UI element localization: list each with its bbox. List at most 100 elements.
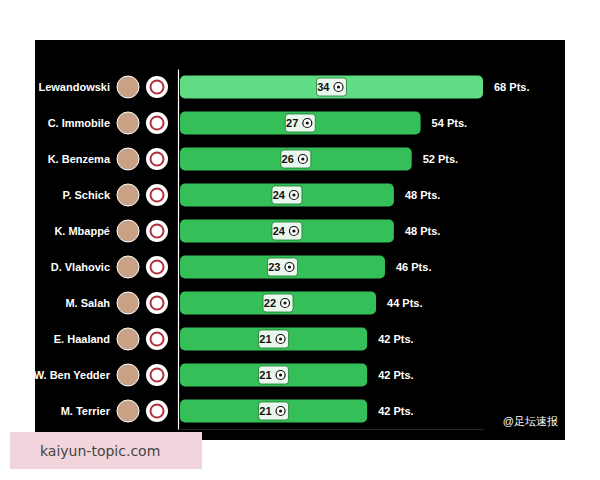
player-photo xyxy=(117,76,139,98)
ball-icon xyxy=(276,371,285,380)
y-axis-line xyxy=(178,70,179,430)
points-labels: 68 Pts.54 Pts.52 Pts.48 Pts.48 Pts.46 Pt… xyxy=(378,81,529,417)
tick-label: W. Ben Yedder xyxy=(34,369,111,381)
label-box xyxy=(281,150,311,168)
points-label: 46 Pts. xyxy=(396,261,431,273)
ball-icon-center xyxy=(337,85,340,88)
club-badge-mark xyxy=(151,81,164,94)
label-box xyxy=(259,330,289,348)
tick-label: E. Haaland xyxy=(54,333,110,345)
bar xyxy=(180,363,367,386)
ball-icon-center xyxy=(283,301,286,304)
bar xyxy=(180,327,367,350)
data-label: 21 xyxy=(259,333,271,345)
ball-icon xyxy=(334,83,343,92)
tick-label: K. Benzema xyxy=(48,153,111,165)
tick: M. Salah xyxy=(65,297,110,309)
label-box xyxy=(263,294,293,312)
label-box xyxy=(259,366,289,384)
bar xyxy=(180,111,421,134)
club-badge-mark xyxy=(151,261,164,274)
tick-label: M. Terrier xyxy=(61,405,111,417)
ball-icon xyxy=(298,155,307,164)
tick-label: M. Salah xyxy=(65,297,110,309)
ball-icon xyxy=(281,299,290,308)
points-label: 44 Pts. xyxy=(387,297,422,309)
ball-icon-center xyxy=(288,265,291,268)
player-photo xyxy=(117,148,139,170)
points-label: 48 Pts. xyxy=(405,225,440,237)
tick-label: C. Immobile xyxy=(48,117,110,129)
ball-icon-center xyxy=(279,337,282,340)
label-box xyxy=(272,222,302,240)
points-label: 42 Pts. xyxy=(378,369,413,381)
data-label: 24 xyxy=(273,189,286,201)
data-label: 34 xyxy=(317,81,330,93)
tick-label: D. Vlahovic xyxy=(51,261,110,273)
club-badge-mark xyxy=(151,297,164,310)
club-badge xyxy=(146,220,168,242)
data-label: 27 xyxy=(286,117,298,129)
bar xyxy=(180,147,412,170)
bars xyxy=(180,75,483,422)
club-badge xyxy=(146,148,168,170)
bar xyxy=(180,183,394,206)
tick-label: K. Mbappé xyxy=(54,225,110,237)
ball-icon xyxy=(289,227,298,236)
points-label: 48 Pts. xyxy=(405,189,440,201)
player-photo xyxy=(117,112,139,134)
tick: K. Benzema xyxy=(48,153,111,165)
ball-icon-center xyxy=(306,121,309,124)
bar xyxy=(180,291,376,314)
ball-icon-center xyxy=(301,157,304,160)
ball-icon xyxy=(289,191,298,200)
x-axis xyxy=(181,429,484,430)
data-label: 22 xyxy=(264,297,276,309)
player-photo xyxy=(117,364,139,386)
y-axis: R. Lewandowski C. Immobile K. Benzema P. Sc… xyxy=(24,70,178,430)
ball-icon-center xyxy=(292,193,295,196)
club-badge xyxy=(146,112,168,134)
label-box xyxy=(272,186,302,204)
player-photo xyxy=(117,220,139,242)
bar xyxy=(180,399,367,422)
x-axis-line xyxy=(181,429,484,430)
ball-icon xyxy=(276,335,285,344)
club-badge xyxy=(146,184,168,206)
club-badge-mark xyxy=(151,225,164,238)
club-badge-mark xyxy=(151,117,164,130)
points-label: 42 Pts. xyxy=(378,405,413,417)
watermark: kaiyun-topic.com xyxy=(40,443,160,459)
ball-icon-center xyxy=(279,373,282,376)
points-label: 52 Pts. xyxy=(423,153,458,165)
chart: R. Lewandowski C. Immobile K. Benzema P. Sc… xyxy=(0,0,600,480)
club-badge xyxy=(146,292,168,314)
club-badge xyxy=(146,76,168,98)
ball-icon-center xyxy=(279,409,282,412)
tick: E. Haaland xyxy=(54,333,110,345)
points-label: 54 Pts. xyxy=(432,117,467,129)
player-photo xyxy=(117,292,139,314)
ball-icon xyxy=(303,119,312,128)
tick: C. Immobile xyxy=(48,117,110,129)
data-label: 21 xyxy=(259,369,271,381)
label-box xyxy=(285,114,315,132)
tick: R. Lewandowski xyxy=(24,81,110,93)
player-photo xyxy=(117,400,139,422)
watermark: @足坛速报 xyxy=(503,415,558,427)
club-badge xyxy=(146,364,168,386)
data-label: 26 xyxy=(282,153,294,165)
data-label: 21 xyxy=(259,405,271,417)
club-badge-mark xyxy=(151,153,164,166)
player-photo xyxy=(117,184,139,206)
panel xyxy=(35,40,565,440)
club-badge xyxy=(146,256,168,278)
data-label: 24 xyxy=(273,225,286,237)
tick-label: P. Schick xyxy=(63,189,111,201)
club-badge-mark xyxy=(151,189,164,202)
data-label: 23 xyxy=(268,261,280,273)
player-photo xyxy=(117,328,139,350)
tick: D. Vlahovic xyxy=(51,261,110,273)
points-label: 42 Pts. xyxy=(378,333,413,345)
bar xyxy=(180,75,483,98)
